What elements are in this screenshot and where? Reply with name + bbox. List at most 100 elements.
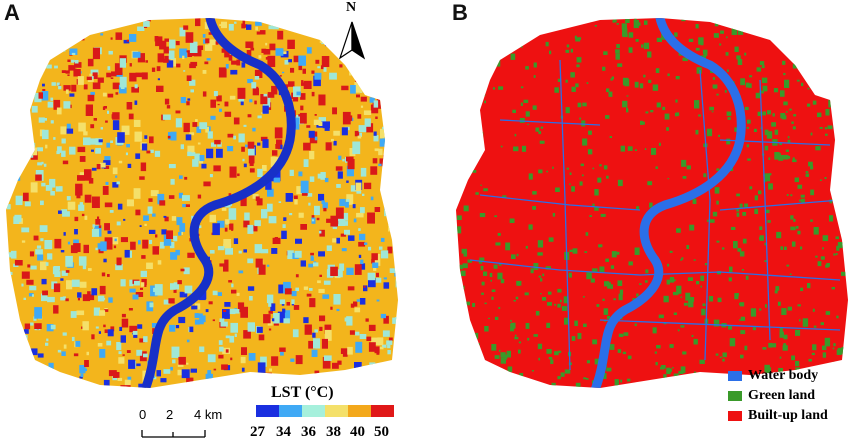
green-patch: [624, 78, 630, 87]
lst-pixel: [234, 21, 237, 24]
green-patch: [600, 213, 606, 217]
green-patch: [571, 86, 576, 92]
lst-pixel: [293, 195, 298, 199]
green-patch: [822, 235, 829, 242]
lst-pixel: [391, 364, 394, 366]
green-patch: [545, 266, 551, 270]
lst-pixel: [202, 70, 207, 74]
lst-pixel: [166, 60, 174, 68]
green-patch: [575, 382, 581, 388]
lst-pixel: [42, 89, 46, 91]
lst-pixel: [151, 67, 156, 72]
green-patch: [505, 242, 511, 251]
lst-pixel: [306, 47, 312, 54]
green-patch: [628, 47, 633, 53]
lst-pixel: [69, 48, 78, 55]
green-patch: [748, 83, 752, 88]
green-patch: [656, 345, 661, 349]
lst-pixel: [103, 258, 107, 263]
green-patch: [597, 177, 602, 183]
lst-pixel: [149, 302, 154, 308]
green-patch: [840, 231, 846, 235]
lst-pixel: [139, 225, 142, 227]
lst-pixel: [183, 292, 188, 298]
green-patch: [592, 203, 595, 207]
lst-pixel: [252, 88, 259, 96]
lst-pixel: [133, 188, 141, 199]
green-patch: [680, 258, 683, 261]
green-patch: [610, 265, 615, 269]
green-patch: [792, 159, 797, 163]
green-patch: [644, 280, 648, 283]
green-patch: [779, 356, 782, 359]
green-patch: [525, 323, 530, 329]
green-patch: [634, 323, 637, 327]
green-patch: [676, 228, 681, 233]
green-patch: [466, 28, 472, 34]
lst-pixel: [154, 284, 163, 296]
lst-pixel: [262, 139, 269, 148]
lst-pixel: [153, 287, 159, 292]
green-patch: [713, 33, 719, 38]
legend-label-builtup: Built-up land: [748, 408, 828, 423]
green-patch: [720, 376, 725, 381]
green-patch: [510, 322, 516, 329]
lst-pixel: [62, 160, 69, 165]
lst-pixel: [358, 241, 366, 247]
lst-pixel: [82, 321, 89, 331]
lst-pixel: [272, 59, 275, 62]
lst-pixel: [63, 101, 71, 109]
green-patch: [711, 18, 716, 20]
green-patch: [570, 48, 573, 53]
lst-pixel: [120, 335, 126, 343]
lst-pixel: [6, 63, 9, 68]
green-patch: [459, 85, 464, 89]
green-patch: [822, 352, 827, 358]
green-patch: [592, 339, 598, 345]
green-patch: [533, 75, 536, 78]
green-patch: [793, 38, 798, 42]
lst-pixel: [61, 270, 68, 276]
lst-pixel: [236, 292, 240, 296]
green-patch: [500, 357, 506, 364]
lst-pixel: [336, 237, 340, 244]
green-patch: [609, 136, 612, 138]
lst-pixel: [152, 246, 159, 255]
green-patch: [736, 208, 740, 212]
lst-pixel: [372, 262, 379, 268]
green-patch: [754, 195, 758, 201]
lst-pixel: [95, 219, 101, 226]
lst-swatch-5: [348, 405, 371, 417]
lst-tick: 50: [374, 424, 389, 440]
lst-pixel: [36, 326, 39, 330]
green-patch: [647, 181, 653, 186]
green-patch: [789, 108, 792, 111]
lst-pixel: [298, 64, 303, 71]
green-patch: [623, 332, 629, 336]
green-patch: [789, 273, 792, 275]
green-patch: [740, 78, 745, 86]
lst-pixel: [91, 167, 97, 171]
lst-pixel: [42, 45, 48, 50]
green-patch: [476, 133, 483, 140]
green-patch: [644, 148, 647, 150]
lst-pixel: [278, 201, 282, 203]
lst-pixel: [83, 131, 88, 136]
lst-pixel: [154, 36, 159, 42]
lst-pixel: [298, 171, 303, 177]
green-patch: [525, 245, 528, 249]
green-patch: [460, 349, 464, 352]
lst-pixel: [255, 26, 258, 31]
river-a: [140, 18, 296, 388]
green-patch: [716, 200, 719, 205]
green-patch: [714, 187, 720, 194]
green-patch: [715, 353, 719, 356]
green-patch: [587, 149, 593, 155]
green-patch: [694, 100, 700, 109]
lst-pixel: [82, 294, 91, 302]
green-patch: [711, 111, 714, 113]
lst-pixel: [183, 70, 186, 72]
lst-pixel: [93, 307, 100, 316]
lst-pixel: [339, 263, 345, 271]
lst-pixel: [224, 227, 228, 232]
